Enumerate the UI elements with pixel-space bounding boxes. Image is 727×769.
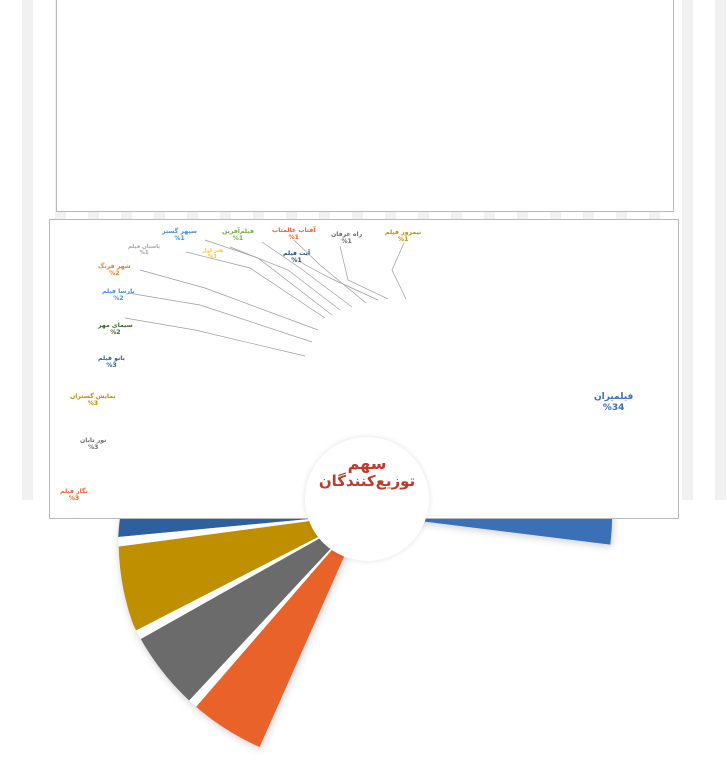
bottom-label-nimrooz-film: نیمروز فیلم %1: [385, 229, 422, 244]
center-badge-line2: توزیع‌کنندگان: [318, 471, 416, 490]
bottom-label-shahr-farang: شهر فرنگ %2: [98, 263, 131, 278]
bottom-label-rah-erfan: راه عرفان %1: [331, 231, 363, 246]
bottom-label-parsa-film: پارسا فیلم %2: [102, 288, 135, 303]
bottom-label-namayesh-gostaran: نمایش گستران %3: [70, 393, 116, 408]
bottom-label-ayat-film: آیت فیلم %1: [283, 250, 311, 265]
bottom-label-simaye-mehr: سیمای مهر %2: [98, 322, 133, 337]
center-badge-line1: سهم: [347, 454, 387, 473]
bottom-chart-center-badge: سهم توزیع‌کنندگان: [305, 437, 429, 561]
bottom-label-banoo-film: بانو فیلم %3: [98, 355, 125, 370]
bottom-label-filmiran: فیلمیران %34: [594, 392, 634, 413]
top-chart-panel: شایسته فیلم %7 هدایت فیلم %8 شهر فرنگ %1…: [56, 0, 674, 212]
bottom-label-negar-film: نگار فیلم %3: [60, 488, 88, 503]
bottom-label-film-afarin: فیلم‌آفرین %1: [222, 228, 254, 243]
bottom-label-noor-taban: نور تابان %3: [80, 437, 107, 452]
bottom-label-sepehr-gostar: سپهر گستر %1: [162, 228, 197, 243]
bottom-label-honar-aval: هنر اول %1: [202, 248, 224, 261]
bottom-label-aftab-alamtab: آفتاب عالمتاب %1: [272, 227, 316, 242]
bottom-label-bastan-film: باستان فیلم %1: [128, 244, 161, 257]
